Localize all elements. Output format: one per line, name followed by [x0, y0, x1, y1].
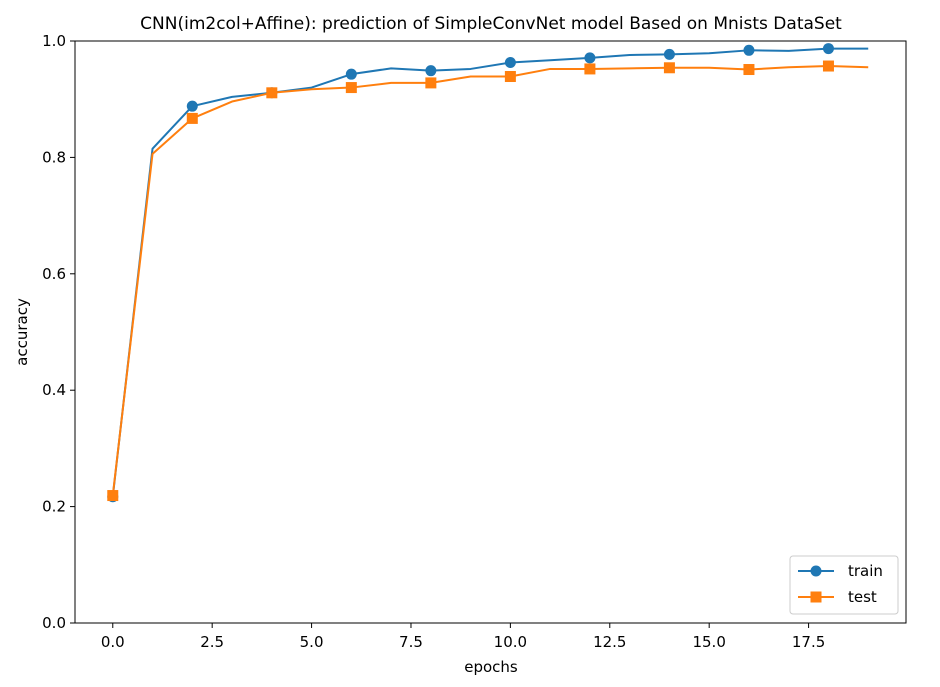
- data-point-test: [107, 490, 119, 502]
- y-tick-label: 0.4: [42, 381, 66, 399]
- data-point-train: [584, 52, 596, 64]
- data-point-train: [822, 43, 834, 55]
- y-tick-label: 0.8: [42, 148, 66, 166]
- x-tick-label: 0.0: [101, 633, 125, 651]
- data-point-train: [186, 100, 198, 112]
- data-point-test: [186, 112, 198, 124]
- legend-marker-train: [810, 565, 822, 577]
- x-tick-label: 12.5: [593, 633, 626, 651]
- x-tick-label: 2.5: [200, 633, 224, 651]
- x-tick-label: 15.0: [692, 633, 725, 651]
- data-point-train: [345, 68, 357, 80]
- data-point-test: [345, 82, 357, 94]
- data-point-test: [743, 64, 755, 76]
- x-axis-label: epochs: [464, 658, 518, 676]
- y-axis-label: accuracy: [13, 298, 31, 366]
- legend-label-train: train: [848, 562, 883, 580]
- data-point-test: [425, 77, 437, 89]
- legend: train test: [789, 555, 899, 615]
- x-tick-label: 5.0: [300, 633, 324, 651]
- data-point-test: [584, 63, 596, 75]
- series-line-train: [111, 47, 869, 497]
- data-point-train: [504, 57, 516, 69]
- data-point-test: [504, 71, 516, 83]
- legend-marker-test: [810, 591, 822, 603]
- data-point-test: [822, 60, 834, 72]
- x-tick-label: 7.5: [399, 633, 423, 651]
- y-tick-label: 0.0: [42, 614, 66, 632]
- y-tick-label: 1.0: [42, 32, 66, 50]
- data-point-train: [425, 65, 437, 77]
- y-tick-label: 0.6: [42, 265, 66, 283]
- series-line-test: [111, 65, 869, 496]
- data-point-test: [266, 87, 278, 99]
- x-tick-label: 17.5: [792, 633, 825, 651]
- x-tick-label: 10.0: [494, 633, 527, 651]
- y-tick-label: 0.2: [42, 498, 66, 516]
- data-point-test: [663, 62, 675, 74]
- data-point-train: [743, 44, 755, 56]
- chart-title: CNN(im2col+Affine): prediction of Simple…: [140, 14, 842, 34]
- plot-area: 0.0 2.5 5.0 7.5 10.0 12.5 15.0 17.5 0.0 0.2 0.4 0.6…: [42, 32, 907, 651]
- data-point-train: [663, 48, 675, 60]
- plot-frame: [74, 40, 907, 624]
- legend-label-test: test: [848, 588, 877, 606]
